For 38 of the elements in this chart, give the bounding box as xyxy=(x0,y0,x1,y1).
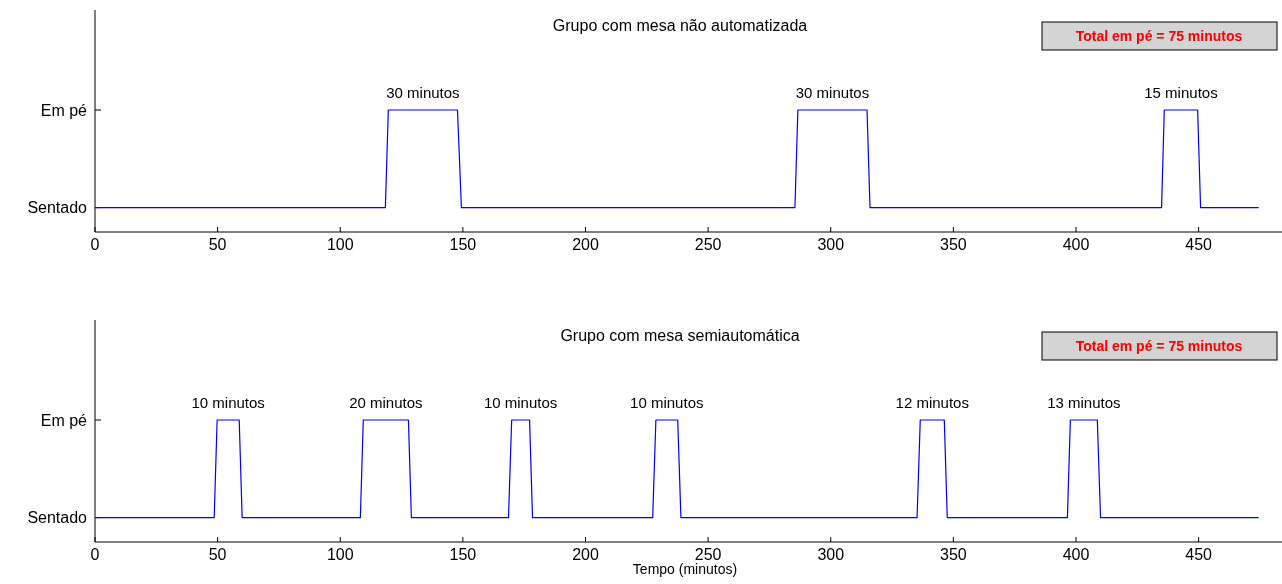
x-tick-label: 350 xyxy=(940,546,967,563)
x-axis-title: Tempo (minutos) xyxy=(632,561,738,577)
x-tick-label: 400 xyxy=(1062,546,1090,563)
x-tick-label: 100 xyxy=(326,546,354,563)
text: 10 minutos xyxy=(630,394,704,412)
x-tick-label: 300 xyxy=(817,546,845,563)
x-tick-label: 300 xyxy=(817,236,845,253)
x-tick-label: 350 xyxy=(940,236,967,253)
x-tick-label: 450 xyxy=(1185,546,1213,563)
text: 30 minutos xyxy=(386,84,460,102)
x-tick-label: 200 xyxy=(572,546,599,563)
category-label: Em pé xyxy=(40,411,87,429)
x-tick-label: 150 xyxy=(449,236,477,253)
category-label: Em pé xyxy=(40,101,87,119)
text: 13 minutos xyxy=(1047,394,1121,412)
text: 10 minutos xyxy=(191,394,265,412)
text: 30 minutos xyxy=(795,84,870,102)
x-tick-label: 50 xyxy=(208,236,227,253)
text: 10 minutos xyxy=(483,394,558,412)
text: 12 minutos xyxy=(895,394,969,412)
x-tick-label: 250 xyxy=(694,236,722,253)
x-tick-label: 150 xyxy=(449,546,477,563)
text: Total em pé = 75 minutos xyxy=(1075,27,1243,44)
category-label: Sentado xyxy=(27,509,87,527)
x-tick-label: 50 xyxy=(208,546,227,563)
chart-title: Grupo com mesa não automatizada xyxy=(552,17,808,34)
x-tick-label: 400 xyxy=(1062,236,1090,253)
chart-title: Grupo com mesa semiautomática xyxy=(560,327,800,344)
x-tick-label: 0 xyxy=(90,546,100,563)
x-tick-label: 0 xyxy=(90,236,100,253)
x-tick-label: 250 xyxy=(694,546,722,563)
x-tick-label: 200 xyxy=(572,236,599,253)
text: Total em pé = 75 minutos xyxy=(1075,337,1243,354)
text: 15 minutos xyxy=(1144,84,1218,102)
x-tick-label: 100 xyxy=(326,236,354,253)
category-label: Sentado xyxy=(27,199,87,217)
text: 20 minutos xyxy=(349,394,423,412)
x-tick-label: 450 xyxy=(1185,236,1213,253)
